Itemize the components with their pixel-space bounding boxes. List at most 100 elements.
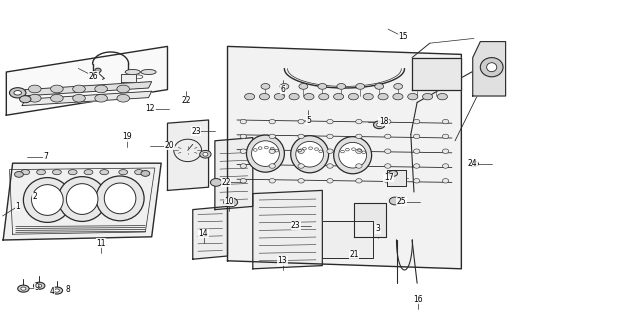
Text: 26: 26	[88, 72, 99, 81]
Ellipse shape	[51, 94, 63, 102]
Text: 20: 20	[164, 141, 174, 150]
Ellipse shape	[210, 179, 222, 186]
Ellipse shape	[480, 58, 503, 77]
Ellipse shape	[21, 170, 30, 175]
Text: 4: 4	[50, 287, 55, 296]
Text: 2: 2	[32, 192, 37, 201]
Ellipse shape	[327, 119, 333, 124]
Ellipse shape	[274, 93, 284, 100]
Ellipse shape	[23, 178, 71, 222]
Ellipse shape	[245, 93, 255, 100]
Ellipse shape	[84, 170, 93, 175]
Ellipse shape	[437, 93, 447, 100]
Text: 18: 18	[379, 117, 389, 126]
Ellipse shape	[117, 94, 130, 102]
Ellipse shape	[269, 164, 276, 168]
Polygon shape	[228, 46, 461, 269]
Ellipse shape	[442, 134, 449, 139]
Ellipse shape	[18, 285, 29, 292]
Ellipse shape	[141, 69, 156, 75]
Ellipse shape	[356, 119, 362, 124]
Ellipse shape	[240, 179, 246, 183]
Ellipse shape	[389, 197, 401, 205]
Ellipse shape	[228, 200, 234, 204]
Ellipse shape	[363, 93, 374, 100]
Ellipse shape	[377, 123, 382, 127]
Ellipse shape	[375, 84, 384, 89]
Polygon shape	[412, 58, 461, 90]
Ellipse shape	[95, 85, 107, 93]
Ellipse shape	[269, 134, 276, 139]
Polygon shape	[354, 203, 386, 237]
Ellipse shape	[100, 170, 109, 175]
Polygon shape	[22, 82, 152, 96]
Text: 22: 22	[181, 96, 191, 105]
Text: 13: 13	[277, 256, 288, 265]
Text: 17: 17	[384, 173, 394, 182]
Text: 11: 11	[96, 239, 106, 248]
Text: 15: 15	[398, 32, 408, 41]
Ellipse shape	[432, 84, 441, 89]
Ellipse shape	[96, 176, 144, 221]
Ellipse shape	[261, 84, 270, 89]
Polygon shape	[473, 42, 506, 96]
Ellipse shape	[203, 152, 208, 156]
Ellipse shape	[334, 93, 344, 100]
Ellipse shape	[389, 171, 398, 176]
Ellipse shape	[378, 93, 388, 100]
Ellipse shape	[73, 94, 85, 102]
Ellipse shape	[327, 179, 333, 183]
Ellipse shape	[73, 85, 85, 93]
Ellipse shape	[21, 287, 26, 290]
Ellipse shape	[240, 119, 246, 124]
Ellipse shape	[52, 170, 61, 175]
Ellipse shape	[442, 149, 449, 154]
Ellipse shape	[37, 170, 46, 175]
Ellipse shape	[240, 164, 246, 168]
Ellipse shape	[356, 84, 365, 89]
Ellipse shape	[95, 94, 107, 102]
Polygon shape	[121, 74, 136, 82]
Ellipse shape	[319, 93, 329, 100]
Ellipse shape	[240, 149, 246, 154]
Ellipse shape	[385, 119, 391, 124]
Text: 16: 16	[413, 295, 423, 304]
Ellipse shape	[14, 91, 21, 95]
Polygon shape	[167, 120, 209, 190]
Polygon shape	[22, 91, 152, 106]
Text: 19: 19	[122, 132, 132, 141]
Ellipse shape	[327, 149, 333, 154]
Text: 23: 23	[191, 127, 201, 136]
Ellipse shape	[304, 93, 314, 100]
Ellipse shape	[327, 134, 333, 139]
Ellipse shape	[385, 134, 391, 139]
Ellipse shape	[356, 164, 362, 168]
Ellipse shape	[356, 149, 362, 154]
Ellipse shape	[413, 164, 420, 168]
Ellipse shape	[28, 94, 41, 102]
Ellipse shape	[356, 134, 362, 139]
Ellipse shape	[298, 179, 304, 183]
Ellipse shape	[385, 149, 391, 154]
Ellipse shape	[442, 179, 449, 183]
Ellipse shape	[259, 93, 269, 100]
Ellipse shape	[413, 149, 420, 154]
Ellipse shape	[54, 289, 59, 292]
Text: 21: 21	[349, 250, 359, 259]
Text: 25: 25	[396, 197, 406, 206]
Ellipse shape	[9, 88, 26, 98]
Ellipse shape	[224, 198, 238, 207]
Polygon shape	[6, 46, 167, 115]
Ellipse shape	[125, 69, 140, 75]
Ellipse shape	[269, 179, 276, 183]
Ellipse shape	[51, 85, 63, 93]
Ellipse shape	[135, 170, 143, 175]
Ellipse shape	[408, 93, 418, 100]
Ellipse shape	[15, 172, 23, 177]
Ellipse shape	[269, 149, 276, 154]
Ellipse shape	[117, 85, 130, 93]
Ellipse shape	[51, 287, 63, 294]
Ellipse shape	[385, 179, 391, 183]
Ellipse shape	[20, 96, 31, 103]
Ellipse shape	[298, 119, 304, 124]
